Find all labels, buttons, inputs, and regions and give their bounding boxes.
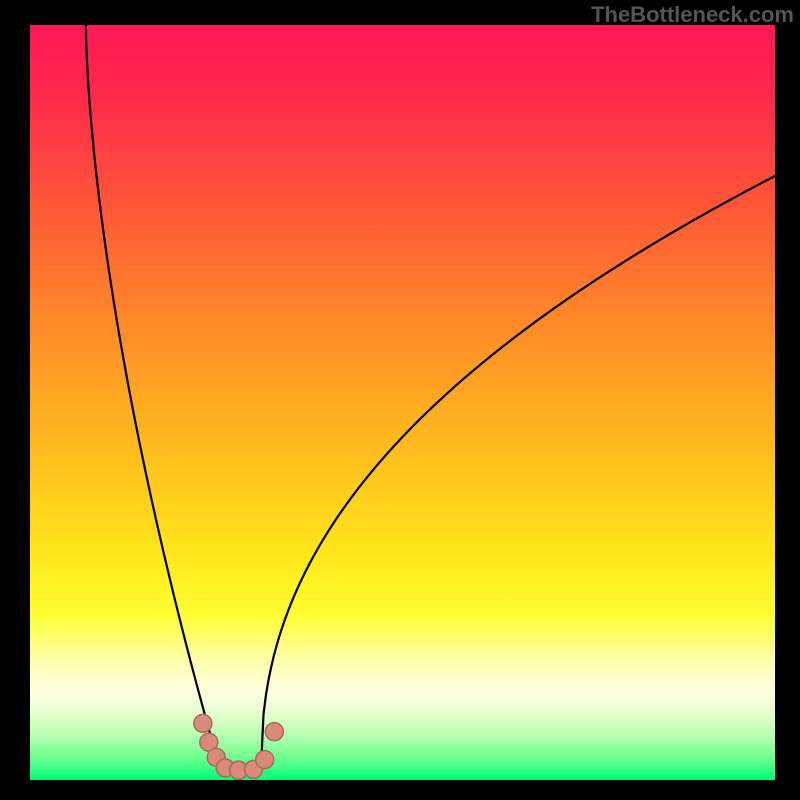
data-marker	[194, 714, 212, 732]
gradient-background	[30, 25, 775, 780]
data-marker	[256, 751, 274, 769]
chart-canvas: TheBottleneck.com	[0, 0, 800, 800]
watermark-text: TheBottleneck.com	[591, 2, 794, 28]
data-marker	[265, 723, 283, 741]
plot-svg	[30, 25, 775, 780]
plot-area	[30, 25, 775, 780]
